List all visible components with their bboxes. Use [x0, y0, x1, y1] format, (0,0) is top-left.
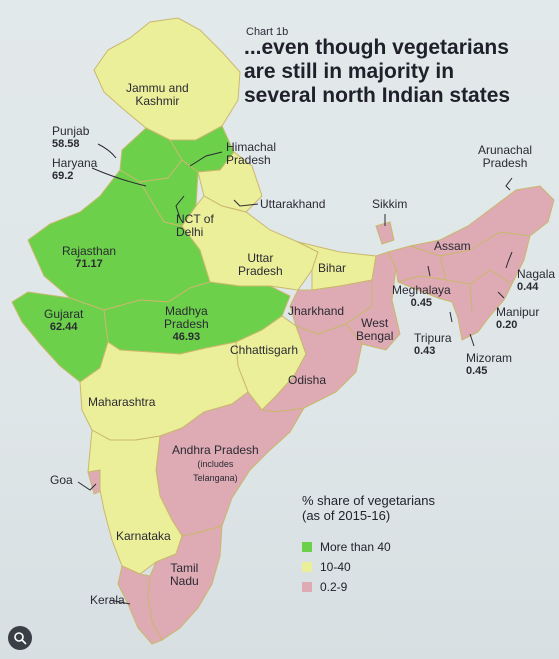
label-chhattisgarh: Chhattisgarh: [230, 343, 299, 357]
chart-tag: Chart 1b: [246, 26, 289, 38]
label-mp: Madhya Pradesh 46.93: [164, 304, 209, 344]
ne-border-assam: [397, 231, 531, 313]
label-jharkhand: Jharkhand: [288, 304, 345, 318]
headline: ...even though vegetarians are still in …: [244, 36, 510, 108]
label-haryana: Haryana 69.2: [52, 156, 98, 183]
label-up: Uttar Pradesh: [238, 251, 283, 278]
leader-lines: [77, 143, 513, 605]
label-tripura: Tripura 0.43: [414, 331, 452, 358]
legend-swatch-mid: [302, 562, 312, 572]
label-assam: Assam: [434, 239, 471, 253]
legend-item-high: More than 40: [302, 540, 391, 554]
label-karnataka: Karnataka: [116, 529, 171, 543]
legend-item-mid: 10-40: [302, 560, 351, 574]
label-arunachal: Arunachal Pradesh: [478, 143, 533, 170]
label-nagaland: Nagala 0.44: [517, 267, 556, 294]
label-ap: Andhra Pradesh (includes Telangana): [172, 443, 259, 484]
headline-line-2: are still in majority in: [244, 60, 455, 83]
headline-line-3: several north Indian states: [244, 84, 511, 107]
label-sikkim: Sikkim: [372, 197, 408, 211]
region-jammu-kashmir: [93, 17, 241, 141]
label-tn: Tamil Nadu: [170, 561, 199, 588]
label-odisha: Odisha: [288, 373, 327, 387]
label-punjab: Punjab 58.58: [52, 124, 90, 151]
legend-swatch-high: [302, 542, 312, 552]
legend-item-low: 0.2-9: [302, 580, 347, 594]
legend-swatch-low: [302, 582, 312, 592]
region-kerala: [117, 565, 163, 645]
label-bihar: Bihar: [318, 261, 347, 275]
legend-title: % share of vegetarians (as of 2015-16): [302, 493, 435, 523]
label-kerala: Kerala: [90, 593, 125, 607]
label-rajasthan: Rajasthan 71.17: [62, 244, 117, 271]
headline-line-1: ...even though vegetarians: [244, 36, 509, 59]
search-icon: [14, 632, 27, 645]
label-manipur: Manipur 0.20: [496, 305, 540, 332]
label-mizoram: Mizoram 0.45: [466, 351, 513, 378]
label-maharashtra: Maharashtra: [88, 395, 156, 409]
label-wb: West Bengal: [356, 316, 394, 343]
label-uttarakhand: Uttarakhand: [260, 197, 326, 211]
label-goa: Goa: [50, 473, 73, 487]
image-search-button[interactable]: [8, 626, 32, 650]
label-himachal: Himachal Pradesh: [226, 140, 277, 167]
label-jammu-kashmir: Jammu and Kashmir: [126, 81, 189, 108]
label-meghalaya: Meghalaya 0.45: [392, 283, 451, 310]
label-delhi: NCT of Delhi: [176, 212, 214, 239]
label-gujarat: Gujarat 62.44: [44, 307, 84, 334]
